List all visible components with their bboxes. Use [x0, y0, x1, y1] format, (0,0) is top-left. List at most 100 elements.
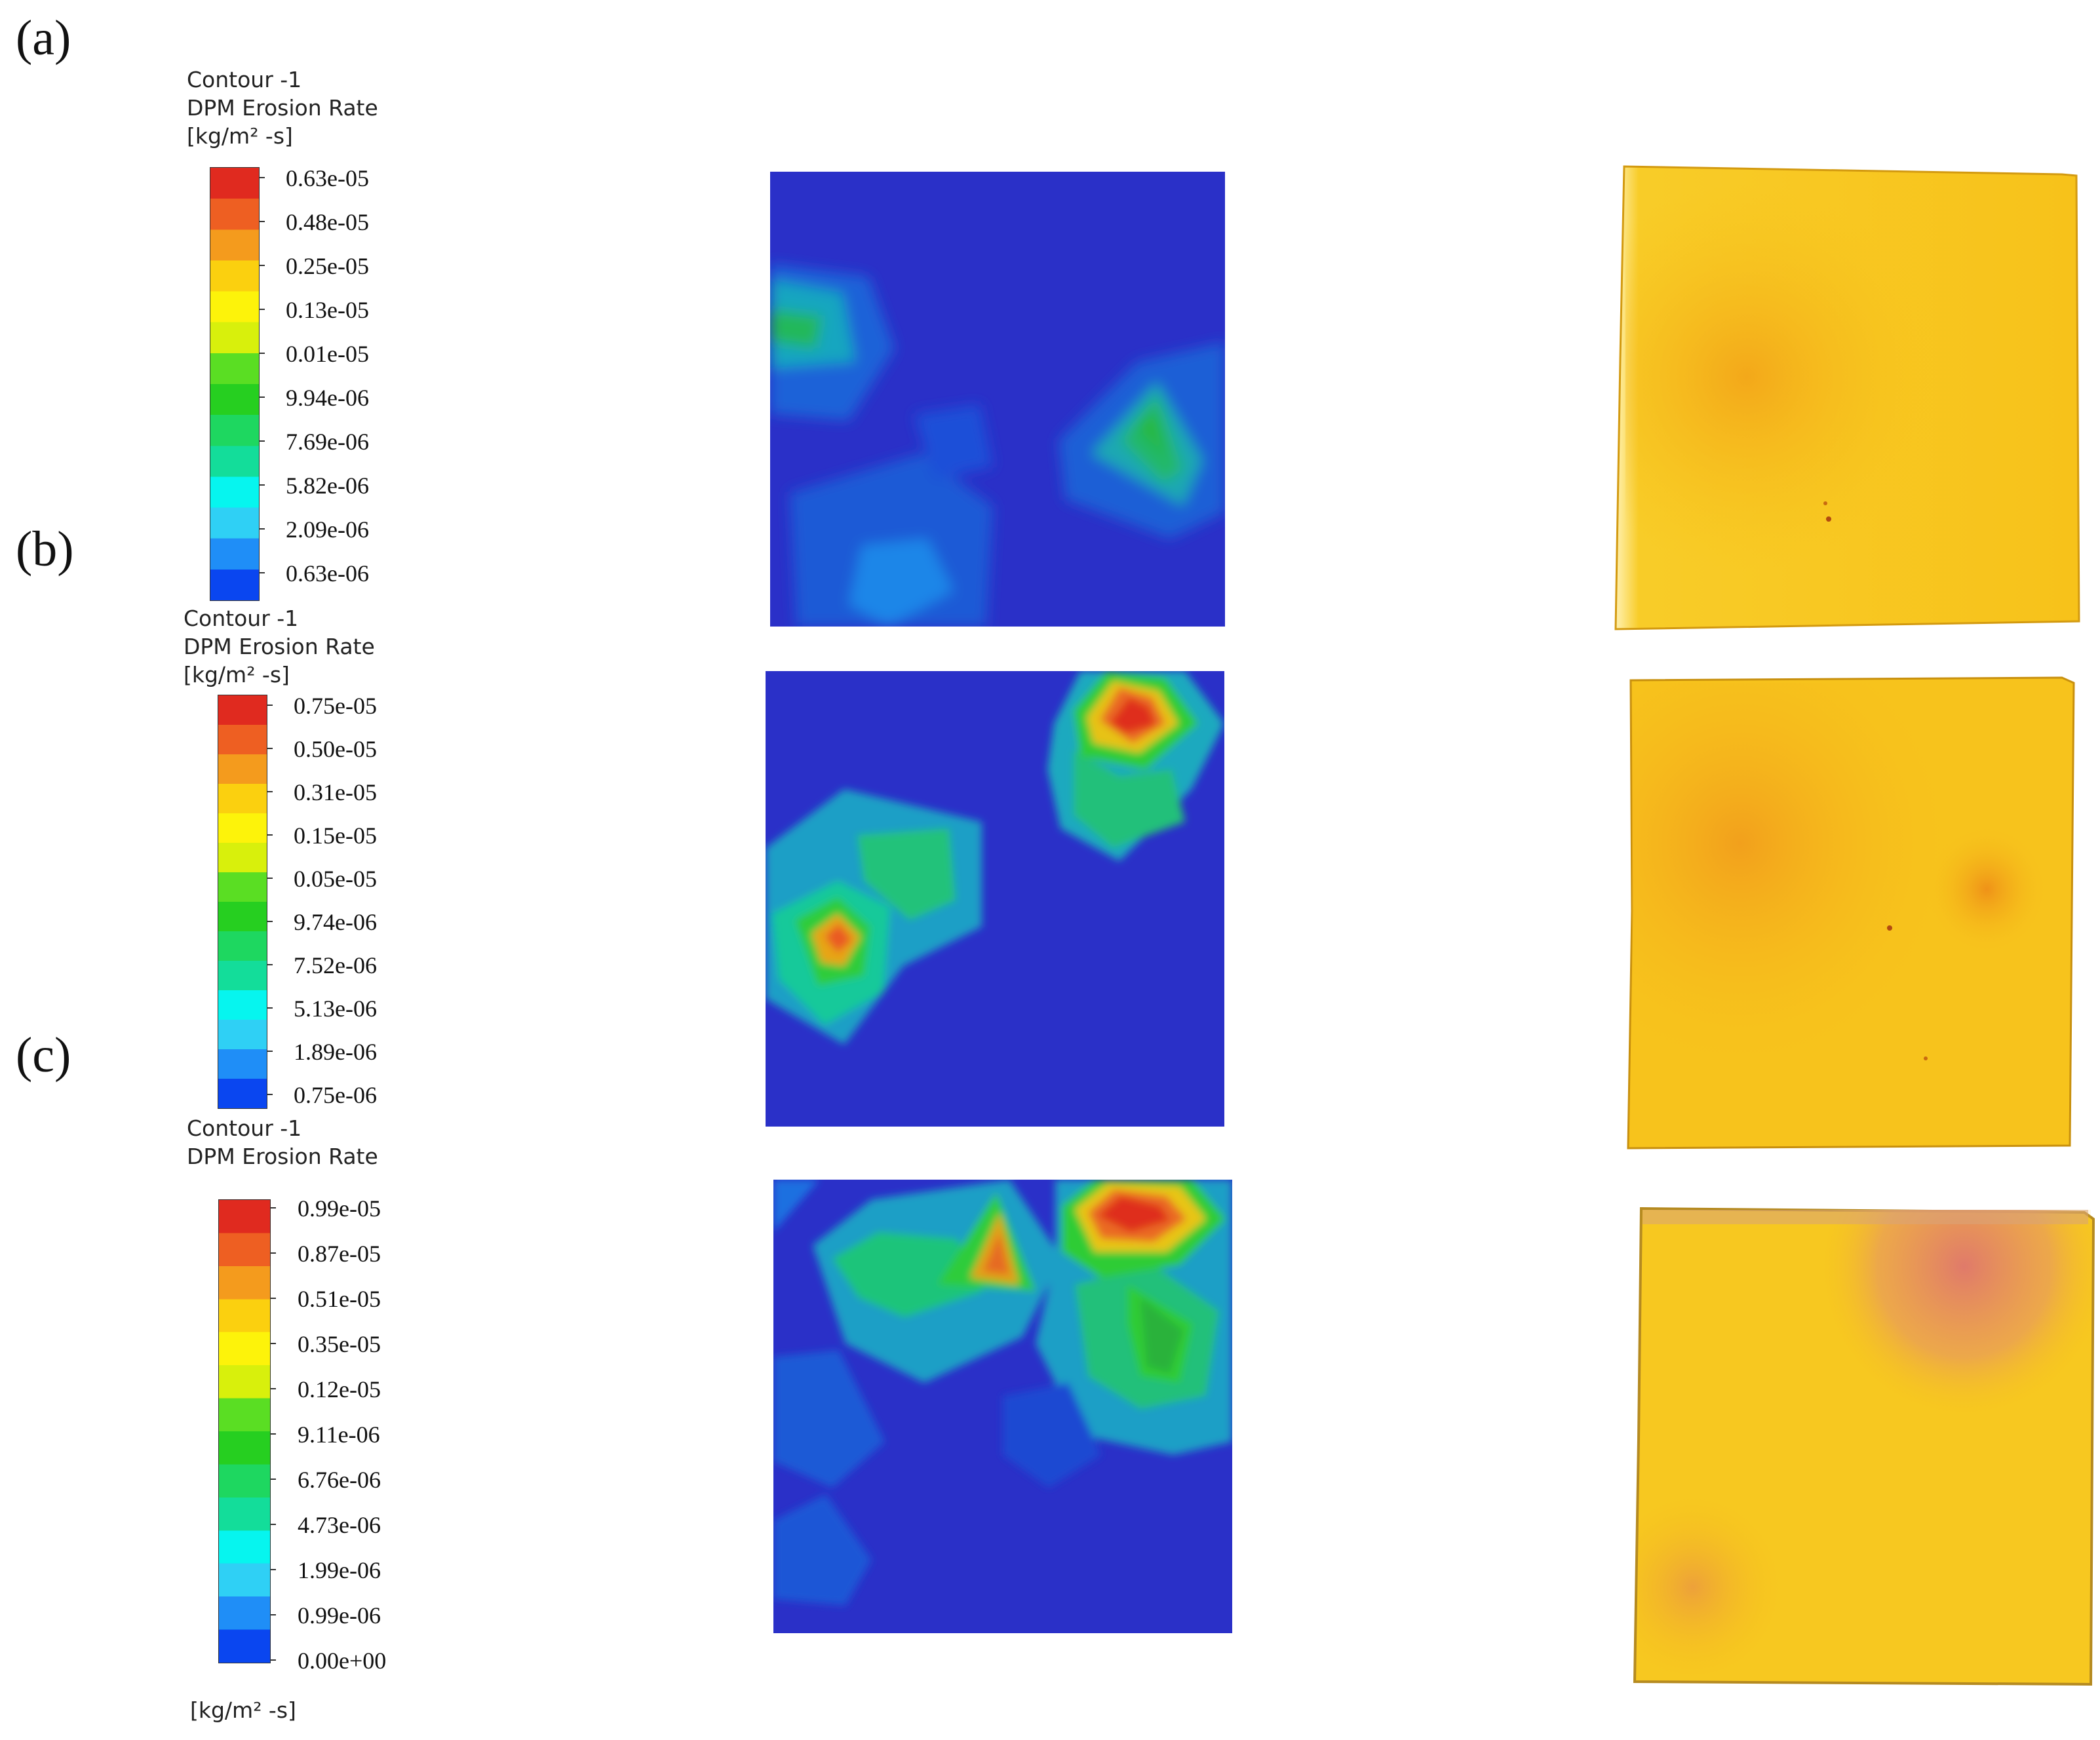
- panel-label-a: (a): [16, 10, 71, 66]
- colorbar-c: [218, 1199, 271, 1663]
- tick-mark: [260, 572, 265, 573]
- tick-mark: [267, 921, 273, 922]
- tick-mark: [267, 748, 273, 749]
- tick-label: 6.76e-06: [298, 1467, 381, 1493]
- tick-label: 0.12e-05: [298, 1376, 381, 1402]
- erosion-region: [773, 1494, 872, 1606]
- tick-mark: [260, 177, 265, 178]
- tick-mark: [260, 484, 265, 486]
- tick-mark: [267, 791, 273, 792]
- tick-label: 9.74e-06: [294, 909, 377, 935]
- tick-label: 0.48e-05: [286, 209, 369, 235]
- tick-label: 0.31e-05: [294, 779, 377, 805]
- erosion-region: [1110, 697, 1156, 733]
- legend-units-c: [kg/m² -s]: [190, 1697, 296, 1723]
- tick-label: 0.00e+00: [298, 1648, 387, 1674]
- tick-mark: [260, 353, 265, 354]
- colorbar-a: [210, 167, 260, 601]
- tick-label: 1.89e-06: [294, 1039, 377, 1065]
- tick-mark: [271, 1524, 276, 1525]
- tick-mark: [271, 1569, 276, 1570]
- tick-mark: [267, 1051, 273, 1052]
- tick-mark: [260, 396, 265, 398]
- tick-mark: [271, 1659, 276, 1661]
- tick-mark: [267, 834, 273, 836]
- legend-title-b: Contour -1 DPM Erosion Rate [kg/m² -s]: [184, 604, 375, 689]
- tick-mark: [271, 1388, 276, 1389]
- tick-mark: [271, 1614, 276, 1615]
- tick-mark: [260, 221, 265, 222]
- tick-label: 0.15e-05: [294, 822, 377, 849]
- tick-label: 0.63e-06: [286, 560, 369, 587]
- erosion-region: [914, 404, 993, 480]
- panel-label-c: (c): [16, 1028, 71, 1083]
- legend-title-line: [kg/m² -s]: [184, 662, 290, 687]
- tick-label: 0.01e-05: [286, 341, 369, 367]
- contour-plot-b: [766, 671, 1224, 1127]
- tick-mark: [267, 878, 273, 879]
- tick-mark: [271, 1433, 276, 1435]
- tick-label: 7.69e-06: [286, 429, 369, 455]
- tick-label: 0.05e-05: [294, 866, 377, 892]
- legend-title-line: Contour -1: [187, 67, 302, 92]
- erosion-region: [825, 923, 852, 953]
- tick-mark: [267, 1007, 273, 1009]
- tick-label: 7.52e-06: [294, 952, 377, 978]
- contour-plot-a: [770, 172, 1225, 627]
- tick-label: 0.13e-05: [286, 297, 369, 323]
- tick-label: 0.50e-05: [294, 736, 377, 762]
- panel-label-b: (b): [16, 522, 74, 577]
- tick-label: 5.13e-06: [294, 996, 377, 1022]
- tick-mark: [267, 964, 273, 965]
- tick-label: 9.94e-06: [286, 385, 369, 411]
- erosion-region: [773, 1350, 885, 1488]
- erosion-region: [1140, 1298, 1183, 1373]
- tick-label: 0.99e-05: [298, 1195, 381, 1222]
- tick-label: 0.51e-05: [298, 1286, 381, 1312]
- surface-spot: [1924, 1056, 1928, 1060]
- sample-photo-b: [1627, 676, 2075, 1150]
- top-edge-wear: [1643, 1210, 2088, 1224]
- erosion-region: [1003, 1383, 1101, 1488]
- legend-title-line: DPM Erosion Rate: [187, 1144, 378, 1169]
- erosion-region: [849, 539, 954, 627]
- tick-mark: [260, 265, 265, 266]
- tick-mark: [260, 440, 265, 442]
- tick-label: 4.73e-06: [298, 1512, 381, 1538]
- erosion-region: [1074, 750, 1185, 848]
- tick-mark: [260, 309, 265, 310]
- tick-label: 0.87e-05: [298, 1241, 381, 1267]
- tick-label: 0.75e-06: [294, 1082, 377, 1108]
- tick-mark: [267, 705, 273, 706]
- tick-label: 0.99e-06: [298, 1602, 381, 1629]
- erosion-stain: [1632, 683, 2065, 1142]
- tick-label: 5.82e-06: [286, 473, 369, 499]
- tick-mark: [260, 528, 265, 530]
- tick-label: 0.25e-05: [286, 253, 369, 279]
- tick-mark: [271, 1298, 276, 1299]
- erosion-region: [1098, 1196, 1170, 1232]
- colorbar-b: [218, 695, 267, 1109]
- tick-label: 9.11e-06: [298, 1421, 380, 1448]
- legend-title-c: Contour -1 DPM Erosion Rate: [187, 1114, 378, 1170]
- contour-plot-c: [773, 1180, 1232, 1633]
- legend-title-line: DPM Erosion Rate: [184, 634, 375, 659]
- sample-photo-c: [1633, 1207, 2095, 1686]
- surface-spot: [1887, 925, 1892, 931]
- tick-label: 1.99e-06: [298, 1557, 381, 1583]
- erosion-region: [770, 309, 823, 349]
- legend-title-line: Contour -1: [184, 606, 299, 631]
- erosion-region: [1137, 411, 1167, 460]
- erosion-region: [857, 828, 956, 920]
- erosion-region: [983, 1232, 1009, 1275]
- legend-title-line: Contour -1: [187, 1115, 302, 1141]
- tick-mark: [271, 1252, 276, 1254]
- tick-label: 0.63e-05: [286, 165, 369, 191]
- sample-photo-a: [1614, 165, 2080, 630]
- legend-title-a: Contour -1 DPM Erosion Rate [kg/m² -s]: [187, 66, 378, 150]
- tick-mark: [271, 1343, 276, 1344]
- erosion-stain: [1625, 182, 2058, 615]
- legend-title-line: [kg/m² -s]: [187, 123, 293, 149]
- tick-mark: [271, 1479, 276, 1480]
- erosion-stain: [1639, 1210, 2091, 1682]
